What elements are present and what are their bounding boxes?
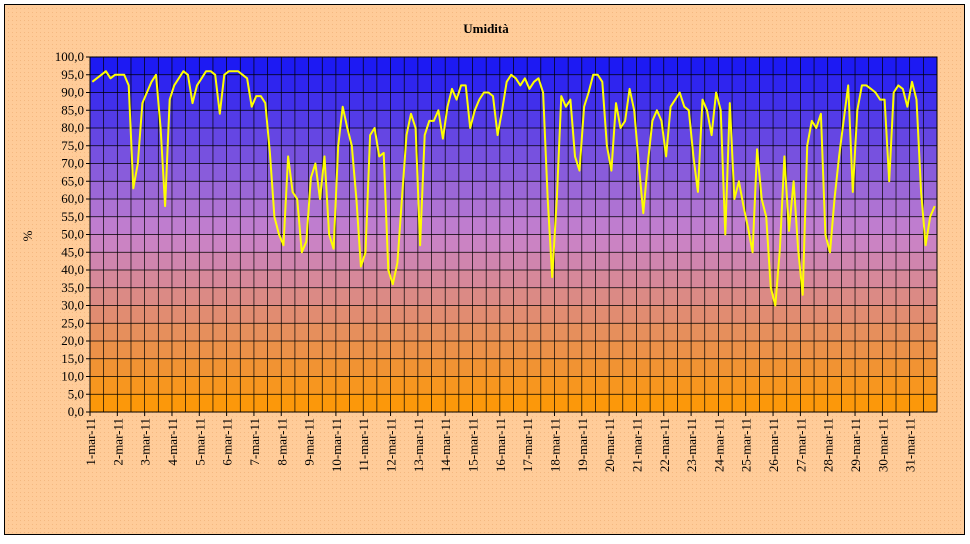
y-tick-label: 45,0 (61, 244, 84, 259)
plot-border (89, 56, 938, 413)
y-tick-label: 30,0 (61, 298, 84, 313)
y-axis-label: % (20, 230, 35, 241)
x-tick-label: 5-mar-11 (192, 418, 207, 466)
x-tick-label: 23-mar-11 (684, 418, 699, 472)
x-tick-label: 6-mar-11 (220, 418, 235, 466)
x-tick-label: 31-mar-11 (903, 418, 918, 472)
x-tick-label: 27-mar-11 (793, 418, 808, 472)
y-tick-label: 70,0 (61, 156, 84, 171)
x-tick-label: 11-mar-11 (356, 418, 371, 472)
y-tick-label: 35,0 (61, 280, 84, 295)
x-tick-label: 29-mar-11 (848, 418, 863, 472)
x-tick-label: 18-mar-11 (547, 418, 562, 472)
data-line (91, 70, 936, 307)
x-tick-label: 16-mar-11 (493, 418, 508, 472)
y-tick-label: 80,0 (61, 120, 84, 135)
x-tick-label: 17-mar-11 (520, 418, 535, 472)
x-tick-label: 10-mar-11 (329, 418, 344, 472)
x-tick-label: 12-mar-11 (384, 418, 399, 472)
y-tick-label: 85,0 (61, 102, 84, 117)
x-tick-label: 25-mar-11 (739, 418, 754, 472)
x-tick-label: 24-mar-11 (711, 418, 726, 472)
y-tick-label: 95,0 (61, 67, 84, 82)
chart-title: Umidità (463, 21, 509, 36)
y-tick-label: 75,0 (61, 138, 84, 153)
y-tick-label: 90,0 (61, 85, 84, 100)
y-tick-label: 5,0 (68, 386, 84, 401)
x-tick-label: 14-mar-11 (438, 418, 453, 472)
x-tick-label: 8-mar-11 (274, 418, 289, 466)
x-tick-label: 3-mar-11 (138, 418, 153, 466)
x-tick-label: 20-mar-11 (602, 418, 617, 472)
y-tick-label: 25,0 (61, 315, 84, 330)
x-tick-label: 1-mar-11 (83, 418, 98, 466)
x-tick-label: 22-mar-11 (657, 418, 672, 472)
x-tick-label: 2-mar-11 (110, 418, 125, 466)
y-tick-label: 15,0 (61, 351, 84, 366)
x-tick-label: 28-mar-11 (821, 418, 836, 472)
x-tick-label: 9-mar-11 (302, 418, 317, 466)
x-tick-label: 26-mar-11 (766, 418, 781, 472)
x-tick-label: 15-mar-11 (466, 418, 481, 472)
y-tick-label: 60,0 (61, 191, 84, 206)
y-tick-label: 65,0 (61, 173, 84, 188)
y-tick-label: 100,0 (55, 49, 84, 64)
x-tick-label: 13-mar-11 (411, 418, 426, 472)
y-tick-label: 40,0 (61, 262, 84, 277)
x-tick-label: 21-mar-11 (629, 418, 644, 472)
y-tick-label: 10,0 (61, 369, 84, 384)
y-tick-label: 0,0 (68, 404, 84, 419)
y-tick-label: 55,0 (61, 209, 84, 224)
x-tick-label: 19-mar-11 (575, 418, 590, 472)
x-tick-label: 7-mar-11 (247, 418, 262, 466)
x-tick-label: 30-mar-11 (875, 418, 890, 472)
x-tick-label: 4-mar-11 (165, 418, 180, 466)
y-tick-label: 50,0 (61, 227, 84, 242)
y-tick-label: 20,0 (61, 333, 84, 348)
